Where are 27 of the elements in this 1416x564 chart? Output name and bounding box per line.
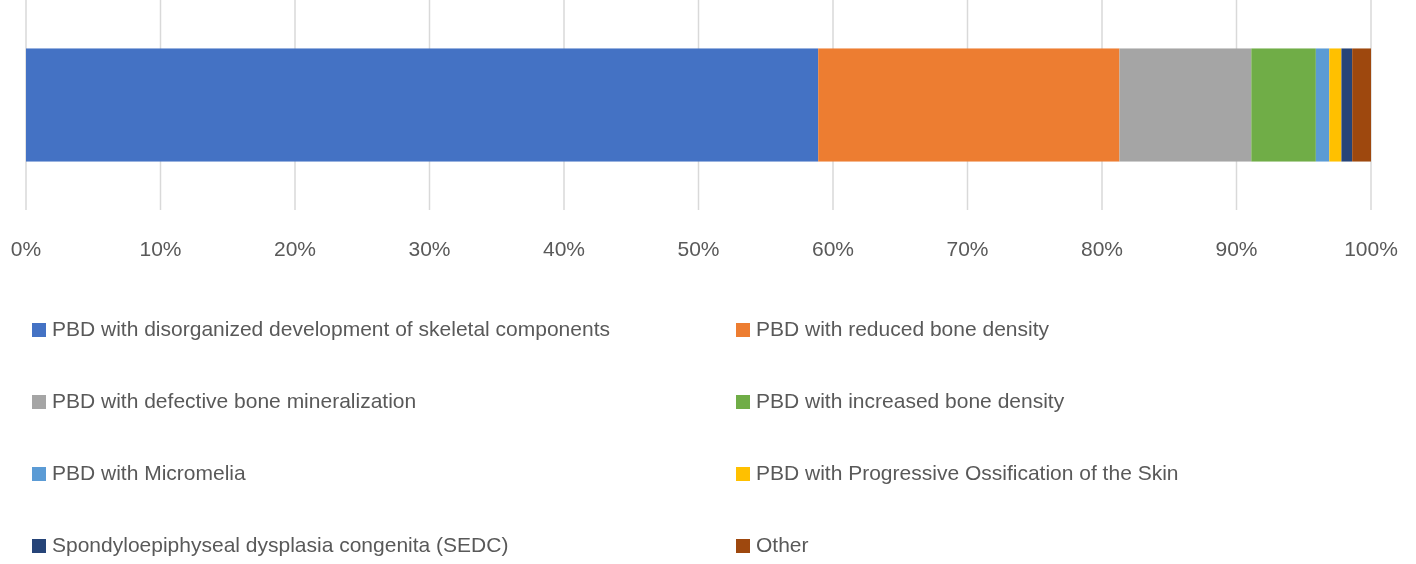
bar xyxy=(1352,48,1371,162)
legend-label: PBD with Progressive Ossification of the Skin xyxy=(756,460,1179,484)
legend-label: PBD with Micromelia xyxy=(52,460,247,484)
legend-label: PBD with increased bone density xyxy=(756,388,1065,412)
bar xyxy=(26,48,819,162)
bar xyxy=(1251,48,1316,162)
x-tick-label: 30% xyxy=(408,237,451,260)
x-tick-label: 80% xyxy=(1080,237,1124,260)
x-tick-label: 10% xyxy=(139,237,182,260)
x-tick-label: 70% xyxy=(946,237,989,260)
bar xyxy=(1315,48,1330,162)
x-tick-label: 50% xyxy=(677,237,720,260)
bar xyxy=(1329,48,1342,162)
x-tick-label: 0% xyxy=(10,237,42,260)
bar xyxy=(1341,48,1353,162)
x-tick-label: 100% xyxy=(1344,237,1398,260)
legend-label: Other xyxy=(756,532,809,556)
legend-label: PBD with disorganized development of skeletal components xyxy=(52,316,610,340)
x-tick-label: 60% xyxy=(811,237,855,260)
x-tick-label: 40% xyxy=(542,237,586,260)
bar xyxy=(818,48,1120,162)
x-tick-label: 20% xyxy=(273,237,317,260)
legend-label: Spondyloepiphyseal dysplasia congenita (SEDC) xyxy=(52,532,509,556)
x-tick-label: 90% xyxy=(1215,237,1258,260)
bar xyxy=(1119,48,1252,162)
legend-label: PBD with reduced bone density xyxy=(756,316,1050,340)
legend-label: PBD with defective bone mineralization xyxy=(52,388,417,412)
